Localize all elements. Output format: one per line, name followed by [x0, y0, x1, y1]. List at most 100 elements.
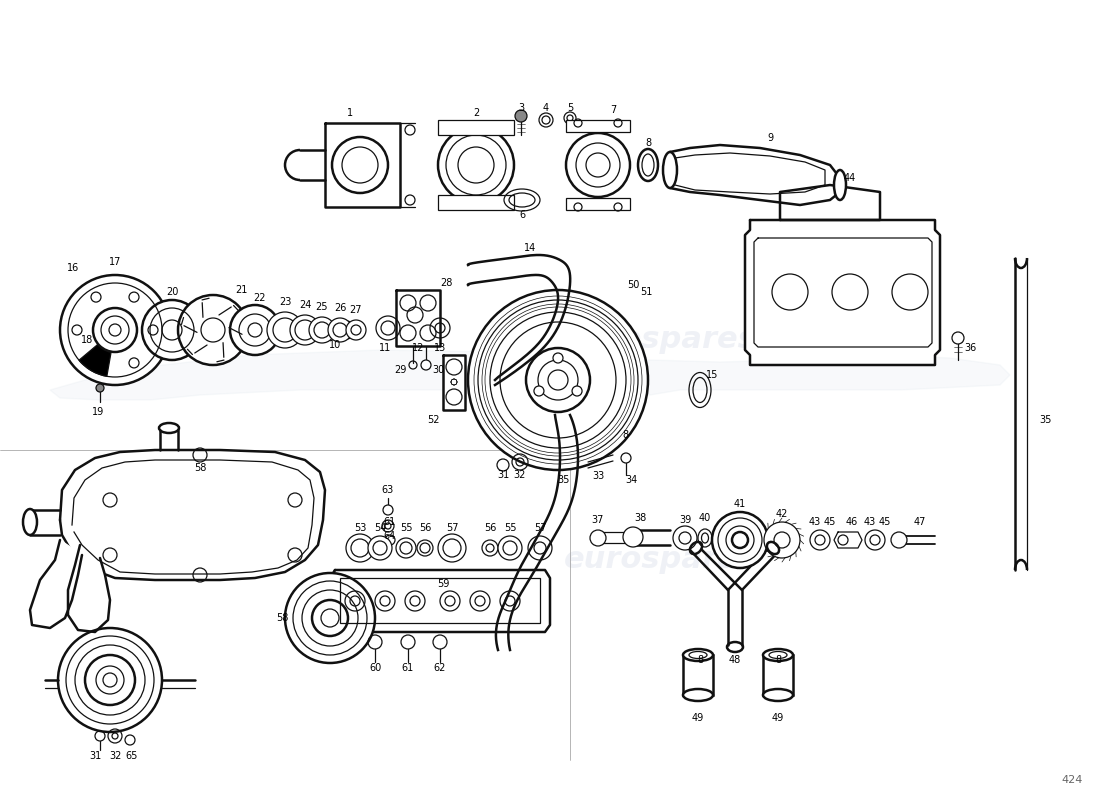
Ellipse shape — [683, 649, 713, 661]
Text: 64: 64 — [384, 531, 396, 541]
Bar — [438, 195, 514, 210]
Text: 57: 57 — [446, 523, 459, 533]
Text: 22: 22 — [254, 293, 266, 303]
Circle shape — [498, 536, 522, 560]
Circle shape — [832, 274, 868, 310]
Text: 58: 58 — [276, 613, 288, 623]
Circle shape — [383, 505, 393, 515]
Polygon shape — [324, 123, 400, 207]
Text: 32: 32 — [514, 470, 526, 480]
Circle shape — [528, 536, 552, 560]
Text: 2: 2 — [473, 108, 480, 118]
Wedge shape — [79, 330, 116, 376]
Text: 49: 49 — [692, 713, 704, 723]
Ellipse shape — [763, 689, 793, 701]
Bar — [340, 578, 540, 623]
Text: 24: 24 — [299, 300, 311, 310]
Circle shape — [267, 312, 303, 348]
Text: 37: 37 — [592, 515, 604, 525]
Text: 29: 29 — [394, 365, 406, 375]
Text: 56: 56 — [419, 523, 431, 533]
Circle shape — [865, 530, 886, 550]
Text: 45: 45 — [824, 517, 836, 527]
Polygon shape — [68, 545, 110, 632]
Circle shape — [623, 527, 643, 547]
Ellipse shape — [663, 152, 676, 188]
Text: 13: 13 — [433, 343, 447, 353]
Text: 8: 8 — [697, 655, 703, 665]
Ellipse shape — [683, 689, 713, 701]
Circle shape — [142, 300, 202, 360]
Text: 8: 8 — [645, 138, 651, 148]
Text: 54: 54 — [374, 523, 386, 533]
Circle shape — [810, 530, 830, 550]
Circle shape — [230, 305, 280, 355]
Text: 35: 35 — [1038, 415, 1052, 425]
Text: 65: 65 — [125, 751, 139, 761]
Text: eurospares: eurospares — [563, 326, 757, 354]
Text: 28: 28 — [440, 278, 452, 288]
Text: 52: 52 — [427, 415, 439, 425]
Text: 51: 51 — [640, 287, 652, 297]
Text: 34: 34 — [625, 475, 637, 485]
Text: 14: 14 — [524, 243, 536, 253]
Text: 31: 31 — [497, 470, 509, 480]
Circle shape — [892, 274, 928, 310]
Text: 36: 36 — [964, 343, 976, 353]
Polygon shape — [780, 185, 880, 220]
Text: 25: 25 — [316, 302, 328, 312]
Text: 4: 4 — [543, 103, 549, 113]
Text: 30: 30 — [432, 365, 444, 375]
Circle shape — [346, 534, 374, 562]
Circle shape — [891, 532, 908, 548]
Bar — [683, 655, 713, 695]
Text: 7: 7 — [609, 105, 616, 115]
Circle shape — [96, 384, 104, 392]
Polygon shape — [396, 290, 440, 346]
Text: 57: 57 — [534, 523, 547, 533]
Circle shape — [368, 536, 392, 560]
Text: 31: 31 — [89, 751, 101, 761]
Circle shape — [764, 522, 800, 558]
Text: 17: 17 — [109, 257, 121, 267]
Circle shape — [290, 315, 320, 345]
Circle shape — [438, 127, 514, 203]
Text: 5: 5 — [566, 103, 573, 113]
Circle shape — [590, 530, 606, 546]
Bar — [566, 198, 630, 210]
Text: 1: 1 — [346, 108, 353, 118]
Text: 58: 58 — [194, 463, 206, 473]
Text: 60: 60 — [368, 663, 381, 673]
Text: 20: 20 — [166, 287, 178, 297]
Circle shape — [772, 274, 808, 310]
Circle shape — [178, 295, 248, 365]
Polygon shape — [50, 350, 1010, 400]
Circle shape — [534, 386, 543, 396]
Circle shape — [553, 353, 563, 363]
Ellipse shape — [698, 529, 712, 547]
Bar — [438, 120, 514, 135]
Text: 63: 63 — [382, 485, 394, 495]
Text: 21: 21 — [234, 285, 248, 295]
Text: 41: 41 — [734, 499, 746, 509]
Circle shape — [470, 591, 490, 611]
Circle shape — [309, 317, 336, 343]
Text: 26: 26 — [333, 303, 346, 313]
Circle shape — [468, 290, 648, 470]
Text: 23: 23 — [278, 297, 292, 307]
Text: 6: 6 — [519, 210, 525, 220]
Polygon shape — [30, 540, 82, 628]
Circle shape — [396, 538, 416, 558]
Polygon shape — [670, 145, 840, 205]
Polygon shape — [330, 570, 550, 632]
Text: 55: 55 — [399, 523, 412, 533]
Text: 46: 46 — [846, 517, 858, 527]
Circle shape — [417, 540, 433, 556]
Text: 19: 19 — [92, 407, 104, 417]
Ellipse shape — [763, 649, 793, 661]
Text: 3: 3 — [518, 103, 524, 113]
Ellipse shape — [834, 170, 846, 200]
Text: 56: 56 — [484, 523, 496, 533]
Text: 424: 424 — [1062, 775, 1082, 785]
Text: 62: 62 — [433, 663, 447, 673]
